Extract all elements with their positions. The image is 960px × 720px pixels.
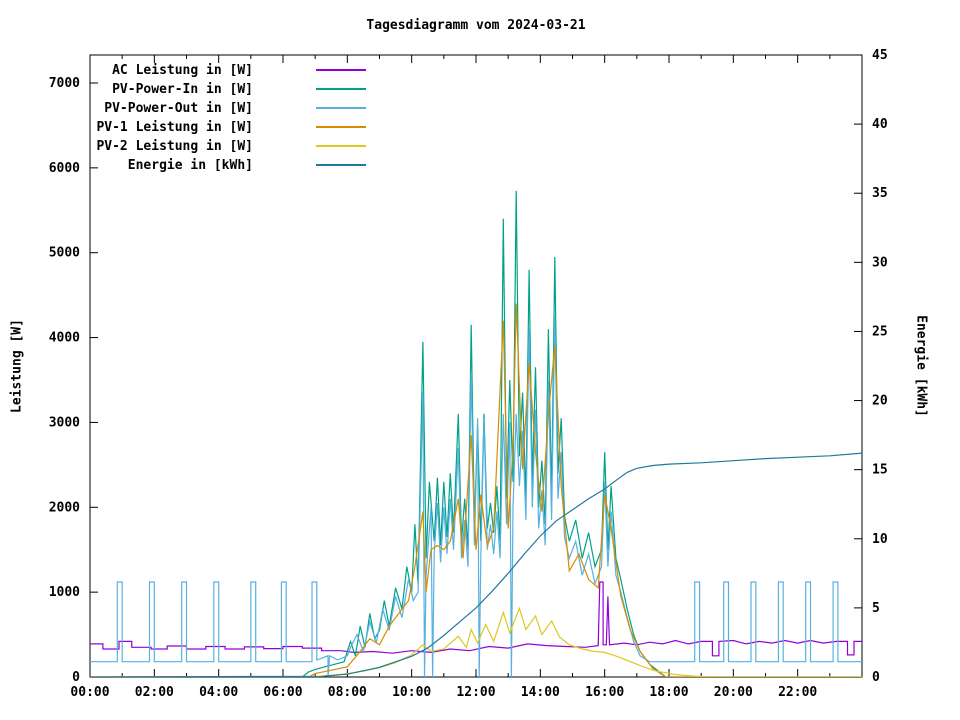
legend-label: PV-2 Leistung in [W]	[96, 139, 253, 154]
right-axis-title: Energie [kWh]	[913, 315, 929, 417]
x-tick-label: 06:00	[263, 685, 302, 700]
x-tick-label: 20:00	[714, 685, 753, 700]
right-tick-label: 0	[872, 670, 880, 685]
x-tick-label: 12:00	[456, 685, 495, 700]
left-tick-label: 1000	[49, 585, 80, 600]
left-tick-label: 2000	[49, 500, 80, 515]
legend-label: AC Leistung in [W]	[112, 63, 253, 78]
series-line-pv-power-out-in-w	[90, 316, 862, 677]
left-tick-label: 0	[72, 670, 80, 685]
legend-label: Energie in [kWh]	[128, 158, 253, 173]
x-tick-label: 14:00	[521, 685, 560, 700]
left-tick-label: 4000	[49, 331, 80, 346]
left-tick-label: 6000	[49, 161, 80, 176]
right-tick-label: 10	[872, 532, 888, 547]
right-tick-label: 40	[872, 117, 888, 132]
x-tick-label: 16:00	[585, 685, 624, 700]
left-axis: 0 1000 2000 3000 4000 5000 6000 7000	[49, 76, 98, 685]
right-tick-label: 35	[872, 186, 888, 201]
left-axis-title: Leistung [W]	[9, 319, 25, 413]
chart-title: Tagesdiagramm vom 2024-03-21	[366, 18, 586, 33]
x-tick-label: 10:00	[392, 685, 431, 700]
x-tick-label: 00:00	[70, 685, 109, 700]
series-line-energie-in-kwh	[90, 452, 862, 677]
legend-label: PV-1 Leistung in [W]	[96, 120, 253, 135]
x-axis: 00:00 02:00 04:00 06:00 08:00 10:00 12:00 14:00…	[70, 55, 831, 700]
left-tick-label: 3000	[49, 415, 80, 430]
x-tick-label: 08:00	[328, 685, 367, 700]
right-tick-label: 5	[872, 601, 880, 616]
right-tick-label: 20	[872, 394, 888, 409]
x-tick-label: 22:00	[778, 685, 817, 700]
left-tick-label: 5000	[49, 246, 80, 261]
series-group	[90, 190, 862, 677]
series-line-pv-2-leistung-in-w	[90, 606, 862, 677]
left-tick-label: 7000	[49, 76, 80, 91]
legend-label: PV-Power-In in [W]	[112, 82, 253, 97]
series-line-pv-1-leistung-in-w	[90, 303, 862, 677]
right-tick-label: 25	[872, 324, 888, 339]
series-line-ac-leistung-in-w	[90, 581, 862, 657]
legend-label: PV-Power-Out in [W]	[104, 101, 253, 116]
x-tick-label: 02:00	[135, 685, 174, 700]
series-line-pv-power-in-in-w	[90, 190, 862, 677]
right-tick-label: 15	[872, 463, 888, 478]
legend: AC Leistung in [W] PV-Power-In in [W] PV-P…	[96, 63, 366, 173]
right-tick-label: 45	[872, 48, 888, 63]
right-tick-label: 30	[872, 255, 888, 270]
x-tick-label: 04:00	[199, 685, 238, 700]
right-axis: 0 5 10 15 20 25 30 35 40 45	[854, 48, 888, 685]
x-tick-label: 18:00	[649, 685, 688, 700]
